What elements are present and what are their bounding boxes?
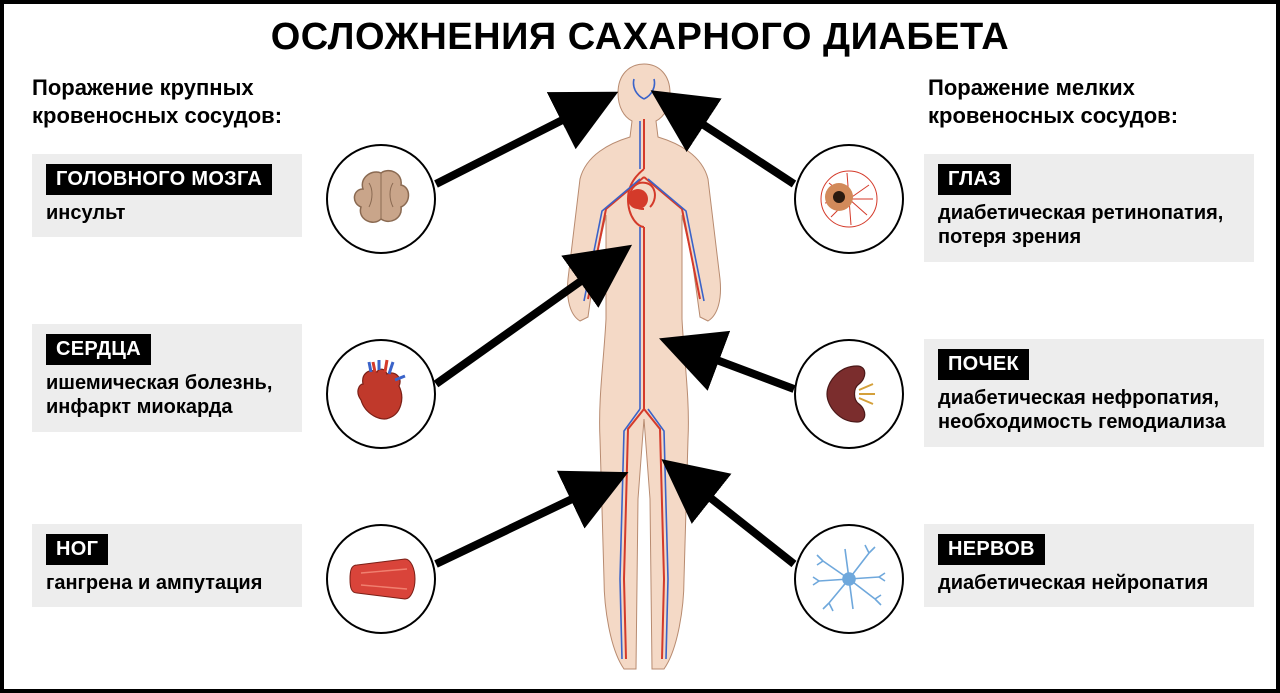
right-subheading-l2: кровеносных сосудов: <box>928 103 1178 128</box>
badge-legs: НОГ <box>46 534 108 565</box>
brain-icon <box>326 144 436 254</box>
desc-brain: инсульт <box>46 201 288 225</box>
kidney-icon <box>794 339 904 449</box>
human-body-figure <box>524 59 764 679</box>
item-brain: ГОЛОВНОГО МОЗГА инсульт <box>32 154 302 237</box>
right-subheading: Поражение мелких кровеносных сосудов: <box>928 74 1248 129</box>
item-kidney: ПОЧЕК диабетическая нефропатия, необходи… <box>924 339 1264 447</box>
heart-icon <box>326 339 436 449</box>
infographic-frame: ОСЛОЖНЕНИЯ САХАРНОГО ДИАБЕТА Поражение к… <box>0 0 1280 693</box>
eye-icon <box>794 144 904 254</box>
item-nerves: НЕРВОВ диабетическая нейропатия <box>924 524 1254 607</box>
main-title: ОСЛОЖНЕНИЯ САХАРНОГО ДИАБЕТА <box>4 16 1276 59</box>
left-subheading-l1: Поражение крупных <box>32 75 254 100</box>
badge-eyes: ГЛАЗ <box>938 164 1011 195</box>
item-legs: НОГ гангрена и ампутация <box>32 524 302 607</box>
neuron-icon <box>794 524 904 634</box>
badge-kidney: ПОЧЕК <box>938 349 1029 380</box>
left-subheading-l2: кровеносных сосудов: <box>32 103 282 128</box>
right-subheading-l1: Поражение мелких <box>928 75 1135 100</box>
item-heart: СЕРДЦА ишемическая болезнь, инфаркт миок… <box>32 324 302 432</box>
item-eyes: ГЛАЗ диабетическая ретинопатия, потеря з… <box>924 154 1254 262</box>
vessel-icon <box>326 524 436 634</box>
badge-brain: ГОЛОВНОГО МОЗГА <box>46 164 272 195</box>
desc-nerves: диабетическая нейропатия <box>938 571 1240 595</box>
left-subheading: Поражение крупных кровеносных сосудов: <box>32 74 282 129</box>
desc-legs: гангрена и ампутация <box>46 571 288 595</box>
badge-heart: СЕРДЦА <box>46 334 151 365</box>
badge-nerves: НЕРВОВ <box>938 534 1045 565</box>
desc-heart: ишемическая болезнь, инфаркт миокарда <box>46 371 288 420</box>
desc-kidney: диабетическая нефропатия, необходимость … <box>938 386 1250 435</box>
desc-eyes: диабетическая ретинопатия, потеря зрения <box>938 201 1240 250</box>
